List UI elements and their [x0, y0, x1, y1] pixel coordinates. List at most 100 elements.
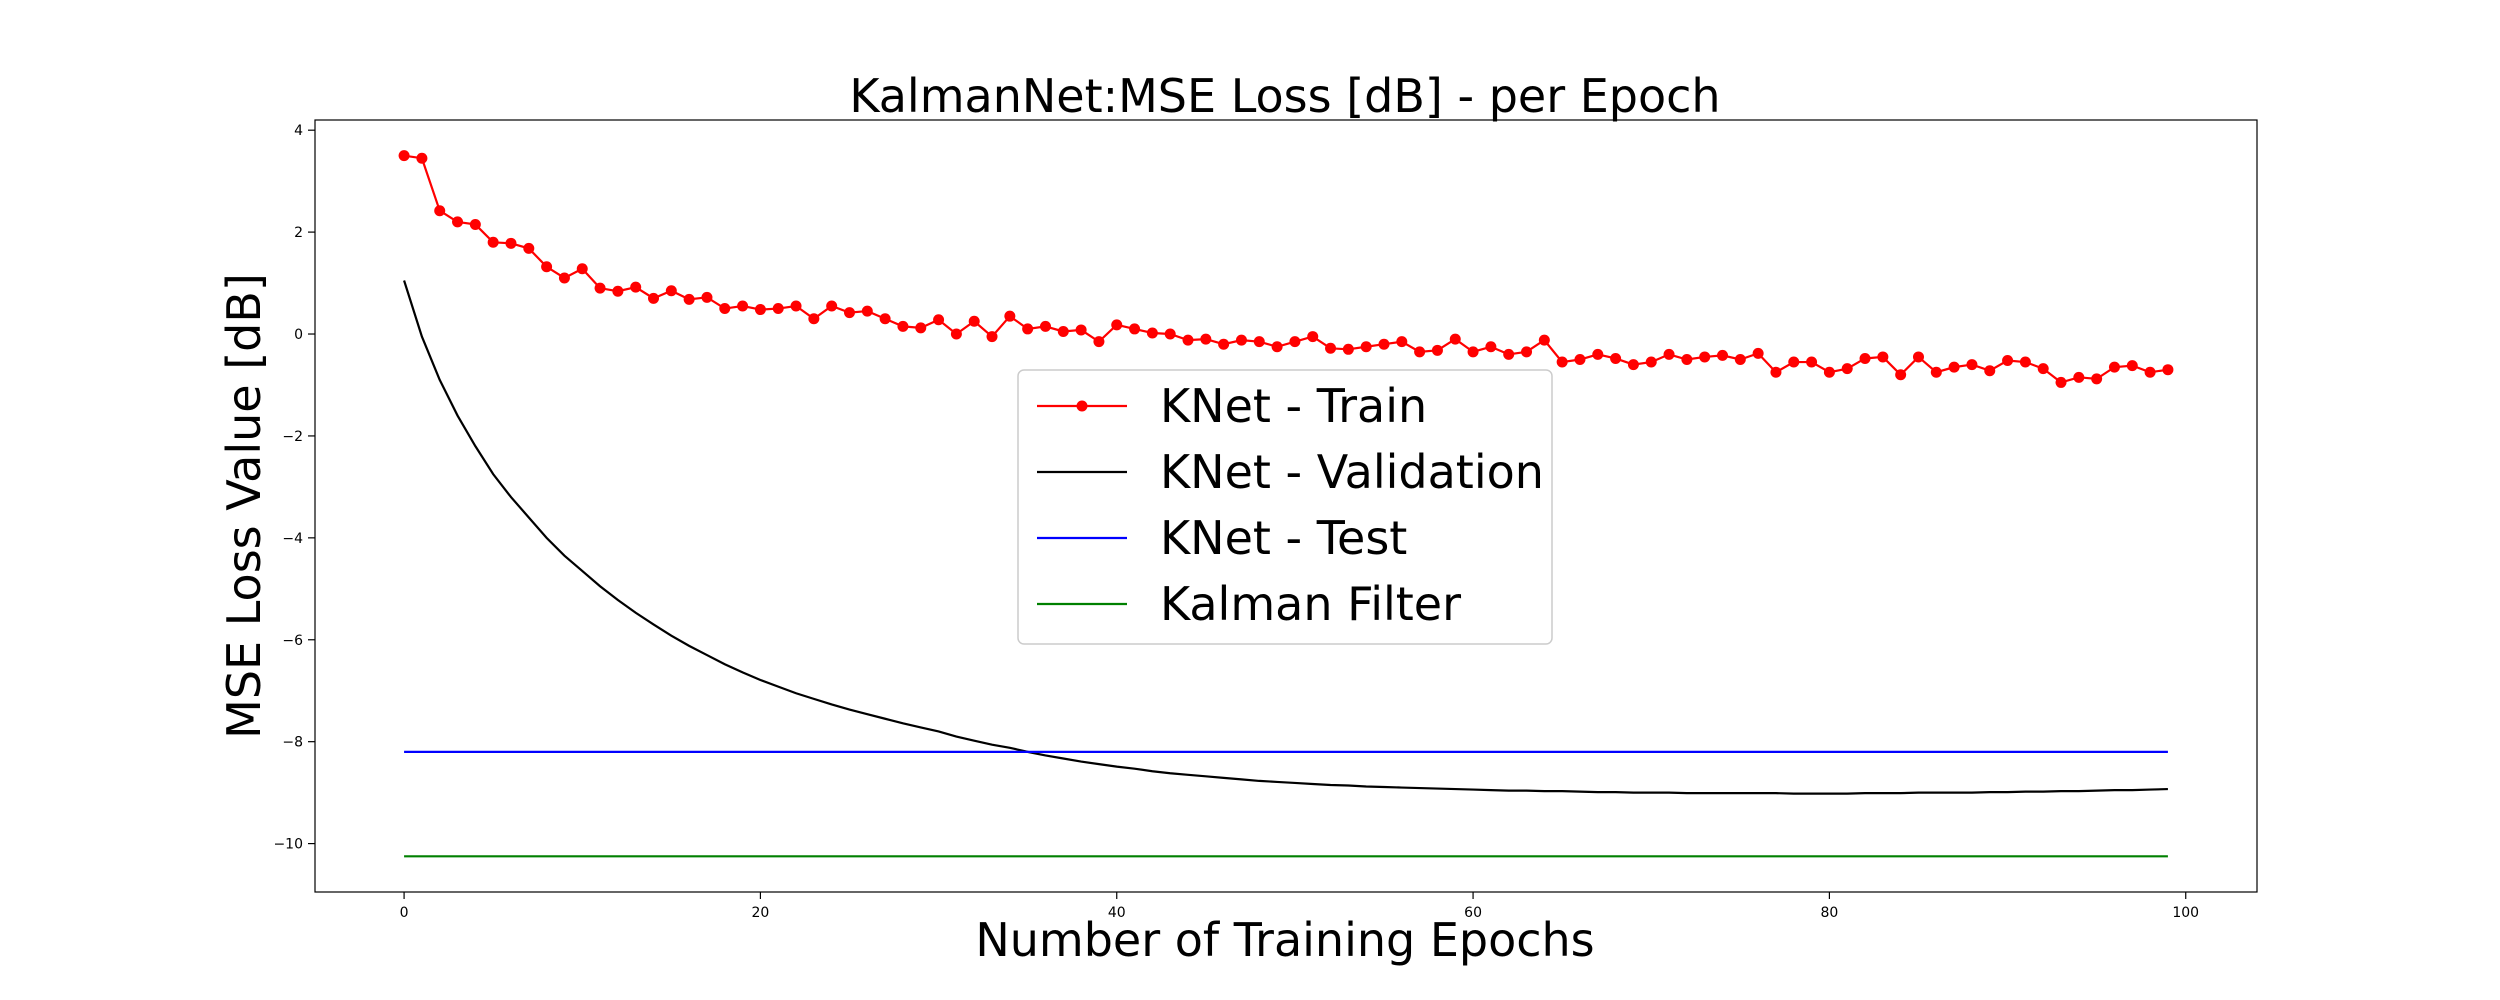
data-point-train [1966, 359, 1978, 371]
legend-label-test: KNet - Test [1160, 511, 1407, 565]
plot-area-frame [314, 119, 2258, 893]
x-axis-ticks: 0 20 40 60 80 100 [400, 892, 2199, 921]
data-point-train [1129, 323, 1141, 335]
data-point-train [630, 281, 642, 293]
data-point-train [1592, 348, 1604, 360]
data-point-train [1841, 363, 1853, 375]
data-point-train [469, 218, 481, 230]
data-point-train [1930, 366, 1942, 378]
data-point-train [879, 313, 891, 325]
legend-label-train: KNet - Train [1160, 379, 1427, 433]
data-point-train [1022, 323, 1034, 335]
data-point-train [1717, 349, 1729, 361]
data-point-train [1111, 319, 1123, 331]
data-point-train [1610, 352, 1622, 364]
data-point-train [665, 285, 677, 297]
data-point-train [1075, 324, 1087, 336]
data-point-train [1681, 353, 1693, 365]
data-point-train [1218, 338, 1230, 350]
x-tick-label: 0 [400, 905, 409, 921]
data-point-train [434, 205, 446, 217]
data-point-train [1538, 334, 1550, 346]
data-point-train [1093, 336, 1105, 348]
data-point-train [576, 263, 588, 275]
series-layer [398, 150, 2174, 858]
data-point-train [1770, 366, 1782, 378]
data-point-train [487, 236, 499, 248]
data-point-train [790, 300, 802, 312]
legend-label-kalman-filter: Kalman Filter [1160, 577, 1461, 631]
data-point-train [1574, 353, 1586, 365]
data-point-train [398, 150, 410, 162]
data-point-train [2019, 356, 2031, 368]
data-point-train [950, 328, 962, 340]
series-line-validation [403, 280, 2168, 795]
data-point-train [1806, 356, 1818, 368]
x-tick-label: 80 [1820, 905, 1838, 921]
y-tick-label: 4 [294, 123, 303, 139]
y-tick-label: −8 [282, 735, 303, 751]
data-point-train [1503, 348, 1515, 360]
data-point-train [2126, 360, 2138, 372]
data-point-train [986, 331, 998, 343]
y-tick-label: −10 [273, 837, 303, 853]
data-point-train [1431, 344, 1443, 356]
data-point-train [594, 282, 606, 294]
data-point-train [1984, 365, 1996, 377]
data-point-train [772, 303, 784, 315]
legend: KNet - Train KNet - Validation KNet - Test… [1017, 369, 1553, 645]
data-point-train [1627, 359, 1639, 371]
data-point-train [558, 272, 570, 284]
data-point-train [1485, 341, 1497, 353]
data-point-train [808, 313, 820, 325]
data-point-train [1146, 327, 1158, 339]
data-point-train [1325, 342, 1337, 354]
data-point-train [612, 285, 624, 297]
data-point-train [1414, 346, 1426, 358]
data-point-train [861, 305, 873, 317]
data-point-train [1396, 336, 1408, 348]
data-point-train [1699, 351, 1711, 363]
y-tick-label: 2 [294, 225, 303, 241]
x-tick-label: 20 [751, 905, 769, 921]
data-point-train [1271, 341, 1283, 353]
x-tick-label: 40 [1108, 905, 1126, 921]
data-point-train [1307, 331, 1319, 343]
data-point-train [683, 293, 695, 305]
data-point-train [2002, 355, 2014, 367]
data-point-train [1895, 369, 1907, 381]
data-point-train [1378, 338, 1390, 350]
data-point-train [843, 307, 855, 319]
data-point-train [1948, 361, 1960, 373]
y-axis-label: MSE Loss Value [dB] [217, 273, 271, 739]
data-point-train [1360, 341, 1372, 353]
data-point-train [1235, 334, 1247, 346]
data-point-train [933, 314, 945, 326]
data-point-train [1449, 333, 1461, 345]
data-point-train [523, 242, 535, 254]
data-point-train [1859, 352, 1871, 364]
data-point-train [826, 300, 838, 312]
data-point-train [1182, 334, 1194, 346]
data-point-train [2108, 361, 2120, 373]
data-point-train [1057, 325, 1069, 337]
y-tick-label: 0 [294, 327, 303, 343]
legend-marker-train [1076, 400, 1088, 412]
data-point-train [1521, 346, 1533, 358]
data-point-train [2144, 366, 2156, 378]
data-point-train [1164, 328, 1176, 340]
data-point-train [897, 320, 909, 332]
data-point-train [2055, 376, 2067, 388]
y-axis-ticks: −10 −8 −6 −4 −2 0 2 4 [273, 123, 315, 853]
data-point-train [541, 261, 553, 273]
data-point-train [2162, 364, 2174, 376]
legend-box [1017, 369, 1553, 645]
data-point-train [1788, 356, 1800, 368]
series-line-train [403, 154, 2169, 384]
data-point-train [2073, 371, 2085, 383]
x-tick-label: 100 [2172, 905, 2199, 921]
data-point-train [1912, 351, 1924, 363]
data-point-train [1877, 351, 1889, 363]
data-point-train [648, 292, 660, 304]
data-point-train [505, 237, 517, 249]
